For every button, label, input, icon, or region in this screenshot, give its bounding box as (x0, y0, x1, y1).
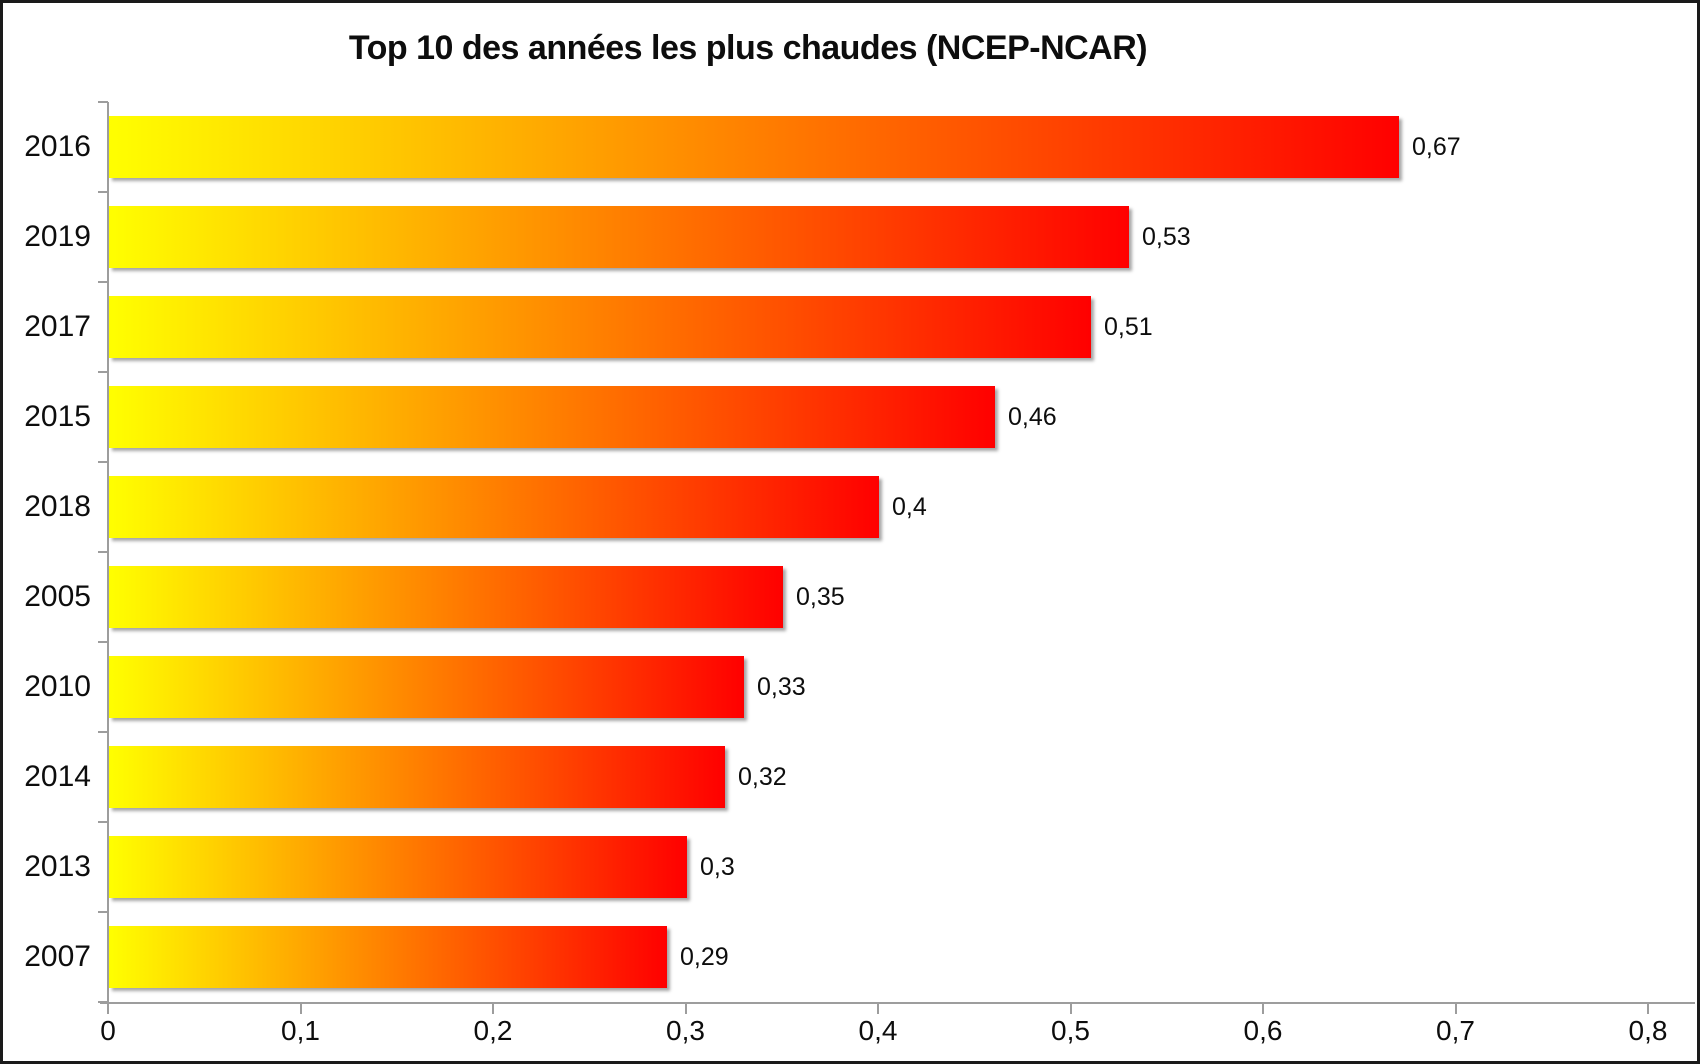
y-axis-tick (98, 281, 108, 283)
value-label: 0,33 (757, 672, 806, 701)
y-axis-tick (98, 191, 108, 193)
value-label: 0,32 (738, 762, 787, 791)
bar (109, 656, 744, 718)
category-label: 2017 (24, 310, 91, 343)
bar (109, 836, 687, 898)
x-axis-tick (107, 1004, 109, 1014)
category-label: 2015 (24, 400, 91, 433)
x-tick-label: 0,5 (1051, 1015, 1090, 1046)
x-tick-label: 0 (100, 1015, 116, 1046)
x-tick-label: 0,4 (858, 1015, 898, 1046)
y-axis-tick (98, 731, 108, 733)
bar (109, 476, 879, 538)
bar (109, 296, 1091, 358)
value-label: 0,29 (680, 942, 729, 971)
x-axis-tick (1069, 1004, 1072, 1014)
x-tick-label: 0,8 (1628, 1015, 1668, 1046)
value-label: 0,46 (1008, 402, 1057, 431)
y-axis-tick (98, 1001, 108, 1003)
category-label: 2019 (24, 220, 91, 253)
category-label: 2018 (24, 490, 91, 523)
bar (109, 926, 667, 988)
category-label: 2005 (24, 580, 91, 613)
bar (109, 746, 725, 808)
category-label: 2013 (24, 850, 91, 883)
category-label: 2016 (24, 130, 91, 163)
bar (109, 566, 783, 628)
y-axis-tick (98, 461, 108, 463)
x-tick-label: 0,7 (1436, 1015, 1475, 1046)
bar (109, 206, 1129, 268)
category-label: 2014 (24, 760, 91, 793)
x-axis-tick (877, 1004, 879, 1014)
x-axis-tick (1454, 1004, 1457, 1014)
value-label: 0,4 (892, 492, 927, 521)
x-axis-tick (299, 1004, 302, 1014)
x-axis-tick (492, 1004, 494, 1014)
x-tick-label: 0,2 (473, 1015, 513, 1046)
x-axis-line (100, 1002, 1695, 1004)
y-axis-tick (98, 911, 108, 913)
value-label: 0,35 (796, 582, 845, 611)
chart-title: Top 10 des années les plus chaudes (NCEP… (348, 29, 1148, 67)
x-tick-label: 0,1 (281, 1015, 320, 1046)
bar (109, 116, 1399, 178)
category-label: 2010 (24, 670, 91, 703)
y-axis-tick (98, 821, 108, 823)
bar (109, 386, 995, 448)
x-tick-label: 0,3 (666, 1015, 705, 1046)
value-label: 0,3 (700, 852, 735, 881)
y-axis-tick (98, 371, 108, 373)
y-axis-line (107, 102, 109, 1004)
value-label: 0,67 (1412, 132, 1461, 161)
x-axis-tick (684, 1004, 687, 1014)
y-axis-tick (98, 101, 108, 103)
x-axis-tick (1262, 1004, 1264, 1014)
x-axis-tick (1647, 1004, 1649, 1014)
value-label: 0,53 (1142, 222, 1191, 251)
y-axis-tick (98, 551, 108, 553)
category-label: 2007 (24, 940, 91, 973)
x-tick-label: 0,6 (1243, 1015, 1283, 1046)
value-label: 0,51 (1104, 312, 1153, 341)
y-axis-tick (98, 641, 108, 643)
